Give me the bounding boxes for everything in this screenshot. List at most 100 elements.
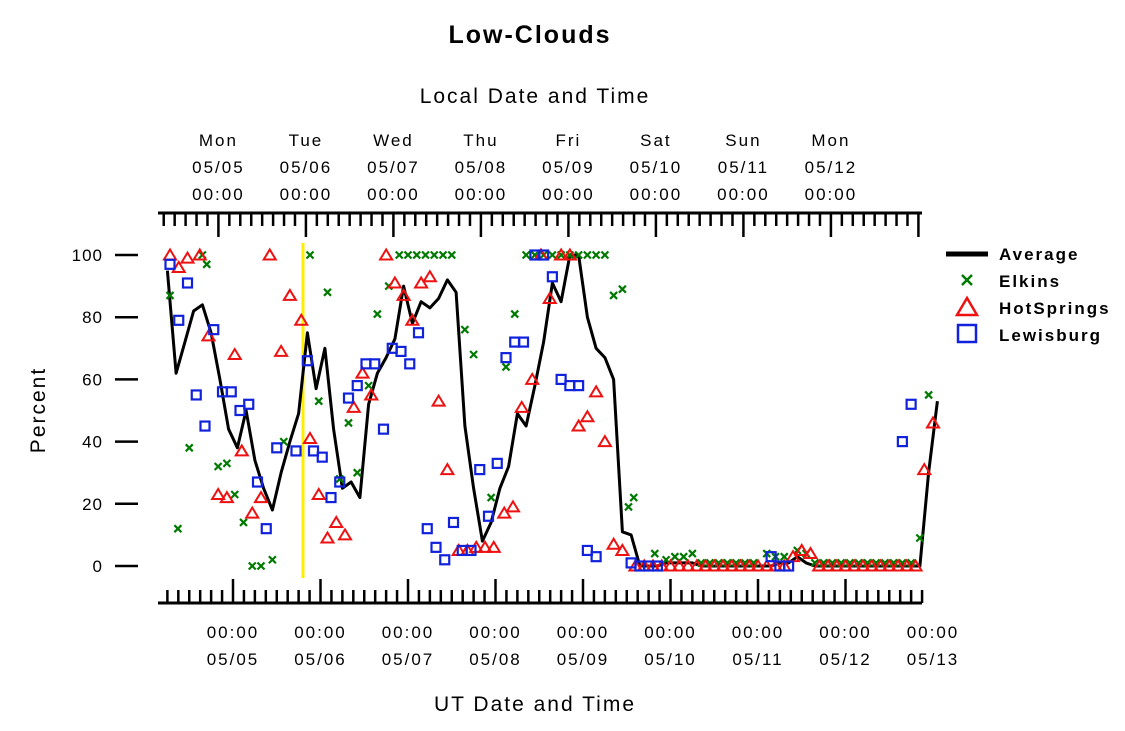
local-tick-date: 05/11 [718, 158, 769, 177]
ut-tick-time: 00:00 [732, 623, 785, 642]
legend-label: Average [999, 245, 1079, 264]
ut-tick-date: 05/08 [469, 650, 522, 669]
hotsprings-point [345, 399, 362, 413]
legend-swatch-triangle [954, 295, 980, 317]
hotsprings-point [570, 418, 587, 432]
hotsprings-point [828, 558, 845, 572]
hotsprings-point [524, 371, 541, 385]
hotsprings-point [605, 536, 622, 550]
elkins-point [403, 250, 413, 260]
elkins-point-stroke [624, 502, 633, 512]
lewisburg-point [243, 398, 255, 410]
legend-label: HotSprings [999, 299, 1111, 318]
hotsprings-point [758, 558, 775, 572]
local-time-ticks: Mon 05/05 00:00 Tue 05/06 00:00 Wed 05/07 00:00 T… [162, 131, 920, 237]
legend-item-lewisburg: Lewisburg [956, 323, 1102, 345]
elkins-point [421, 250, 430, 260]
hotsprings-point [513, 399, 530, 413]
hotsprings-point [750, 558, 766, 572]
elkins-point [305, 250, 315, 260]
elkins-point-stroke [679, 552, 688, 561]
plot-area [162, 247, 941, 572]
legend-swatch-square [956, 323, 978, 344]
lewisburg-point [765, 551, 777, 563]
hotsprings-point [723, 558, 740, 572]
local-tick-date: 05/09 [542, 158, 595, 177]
elkins-point [548, 250, 557, 260]
hotsprings-point [925, 415, 941, 429]
lewisburg-point [421, 523, 433, 535]
elkins-point-stroke [373, 309, 382, 319]
lewisburg-point [538, 249, 550, 261]
elkins-point-stroke [305, 250, 315, 260]
hotsprings-point [855, 558, 871, 572]
hotsprings-point [337, 527, 353, 541]
local-tick-day: Fri [556, 131, 582, 150]
ut-tick-time: 00:00 [294, 623, 347, 642]
lewisburg-point [208, 324, 220, 336]
elkins-point-stroke [314, 396, 324, 406]
elkins-point-stroke [460, 325, 470, 334]
hotsprings-point [439, 462, 456, 476]
lewisburg-point [301, 355, 313, 367]
elkins-point [394, 250, 404, 260]
elkins-point-stroke [165, 291, 175, 300]
hotsprings-point [846, 558, 863, 572]
lewisburg-point [465, 544, 477, 557]
lewisburg-point [404, 358, 416, 370]
ut-tick-time: 00:00 [469, 623, 522, 642]
lewisburg-point [334, 476, 346, 488]
elkins-point-stroke [438, 250, 448, 260]
elkins-point [486, 493, 496, 502]
hotsprings-point [662, 558, 679, 572]
hotsprings-point [477, 539, 493, 553]
hotsprings-point [485, 539, 502, 553]
legend-label: Lewisburg [999, 326, 1102, 345]
ut-tick-time: 00:00 [819, 623, 872, 642]
hotsprings-point [890, 558, 906, 572]
elkins-point-stroke [213, 462, 223, 471]
elkins-point [629, 493, 639, 502]
elkins-point [364, 381, 373, 390]
elkins-point-stroke [412, 250, 422, 260]
elkins-point [165, 291, 175, 300]
elkins-point [222, 459, 232, 468]
elkins-point [591, 250, 601, 260]
elkins-point-stroke [230, 490, 240, 499]
elkins-point [184, 443, 194, 453]
elkins-point-stroke [239, 518, 248, 527]
ut-tick-date: 05/09 [557, 650, 610, 669]
elkins-point [924, 390, 933, 400]
lewisburg-point [251, 476, 264, 488]
elkins-point [202, 260, 212, 269]
legend-item-hotsprings: HotSprings [954, 295, 1111, 318]
elkins-point-stroke [618, 284, 627, 294]
ut-tick-date: 05/12 [819, 650, 872, 669]
elkins-point [256, 561, 266, 571]
lewisburg-point [181, 277, 194, 289]
hotsprings-point [395, 287, 412, 301]
hotsprings-point [505, 499, 521, 513]
lewisburg-point [395, 345, 407, 358]
hotsprings-point [226, 347, 243, 361]
hotsprings-point [422, 269, 438, 283]
lewisburg-point [290, 445, 302, 457]
hotsprings-point [541, 291, 558, 305]
elkins-point-stroke [469, 350, 478, 359]
lewisburg-point [271, 442, 283, 454]
hotsprings-point [302, 431, 318, 444]
local-tick-day: Sat [640, 131, 672, 150]
hotsprings-point [328, 515, 345, 528]
elkins-point-stroke [447, 250, 457, 260]
lewisburg-point [377, 423, 390, 435]
lewisburg-point [234, 404, 246, 417]
elkins-point [173, 524, 183, 533]
local-tick-date: 05/10 [630, 158, 683, 177]
hotsprings-point [363, 387, 380, 401]
elkins-point [268, 555, 277, 565]
elkins-point-stroke [548, 250, 557, 260]
local-tick-date: 05/07 [367, 158, 420, 177]
hotsprings-point [881, 558, 898, 572]
local-tick-time: 00:00 [455, 185, 508, 204]
